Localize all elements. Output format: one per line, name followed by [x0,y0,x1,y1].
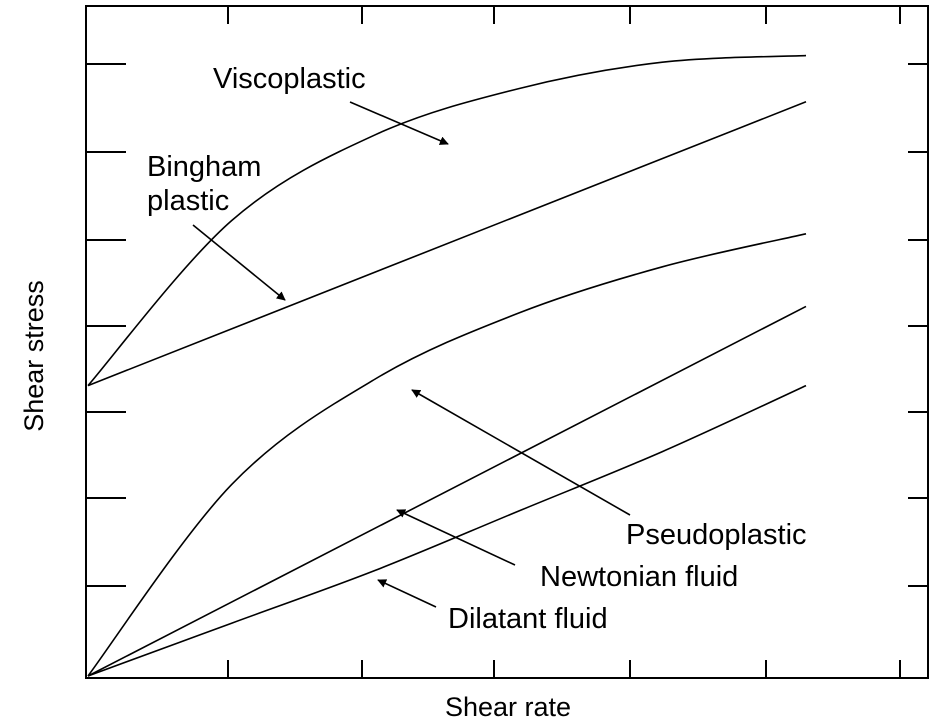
series-layer [87,54,807,677]
axis-ticks [86,6,928,678]
label-bingham-line2: plastic [147,185,229,217]
series-line-viscoplastic [87,54,807,387]
label-bingham-line1: Bingham [147,151,261,183]
label-viscoplastic: Viscoplastic [213,63,366,95]
plot-frame [85,5,929,679]
series-line-dilatant-fluid [87,384,807,677]
series-line-pseudoplastic [87,233,807,677]
series-line-bingham-plastic [87,101,807,387]
arrow-viscoplastic [349,101,449,145]
x-axis-title: Shear rate [445,692,571,722]
label-pseudoplastic: Pseudoplastic [626,519,807,551]
annotation-arrows [192,101,631,608]
label-dilatant: Dilatant fluid [448,603,608,635]
arrow-bingham [192,224,286,301]
arrow-newtonian [396,509,516,566]
label-newtonian: Newtonian fluid [540,561,738,593]
arrow-dilatant [377,579,437,608]
y-axis-title: Shear stress [19,280,49,432]
series-line-newtonian-fluid [87,305,807,677]
arrow-pseudoplastic [411,389,631,516]
